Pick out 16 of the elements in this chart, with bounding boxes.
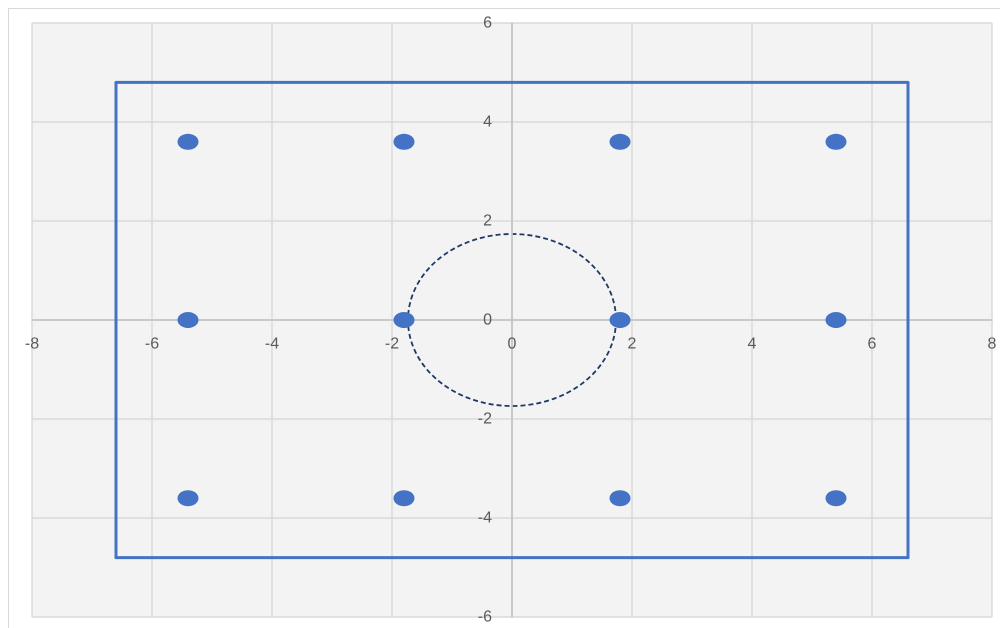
x-tick-label: 4 bbox=[748, 336, 757, 352]
y-tick-label: -2 bbox=[478, 410, 492, 428]
y-tick-label: -6 bbox=[478, 608, 492, 626]
x-tick-label: -4 bbox=[264, 336, 280, 352]
x-tick-label: -8 bbox=[24, 336, 40, 352]
y-tick-label: -4 bbox=[478, 510, 492, 526]
y-tick-label: 6 bbox=[483, 14, 492, 32]
x-tick-label: 8 bbox=[988, 336, 997, 352]
x-tick-label: -2 bbox=[384, 336, 400, 352]
y-tick-label: 4 bbox=[483, 114, 492, 130]
x-tick-label: 0 bbox=[508, 336, 517, 352]
y-tick-label: 2 bbox=[483, 212, 492, 230]
x-tick-label: -6 bbox=[144, 336, 160, 352]
x-tick-label: 6 bbox=[868, 336, 877, 352]
x-tick-label: 2 bbox=[628, 336, 637, 352]
y-tick-label: 0 bbox=[483, 312, 492, 328]
